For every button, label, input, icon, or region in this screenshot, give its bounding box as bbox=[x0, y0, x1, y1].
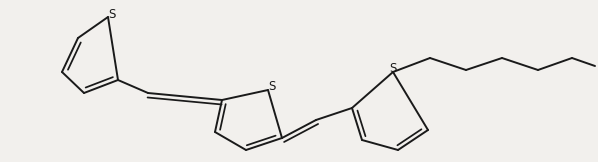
Text: S: S bbox=[269, 81, 276, 93]
Text: S: S bbox=[389, 62, 396, 75]
Text: S: S bbox=[108, 7, 115, 21]
